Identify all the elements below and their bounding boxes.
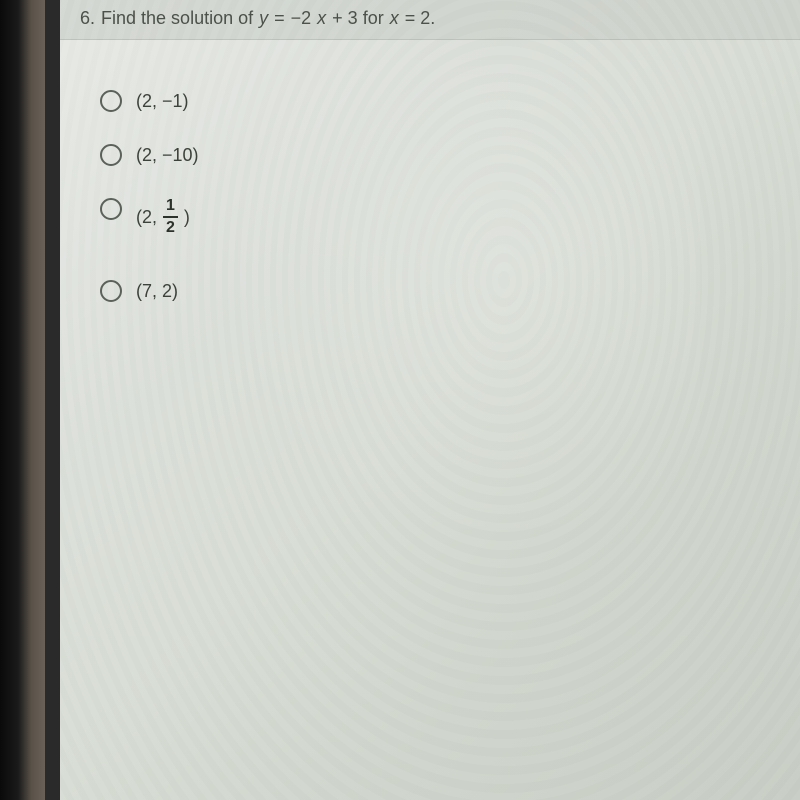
option-c-open: (2, [136, 207, 157, 228]
option-c-close: ) [184, 207, 190, 228]
question-prefix: Find the solution of [101, 8, 253, 29]
expr-part: −2 [291, 8, 312, 29]
option-d[interactable]: (7, 2) [100, 280, 780, 302]
expr-tail: + 3 for [332, 8, 384, 29]
radio-icon[interactable] [100, 280, 122, 302]
fraction-numerator: 1 [163, 198, 178, 216]
variable-x: x [317, 8, 326, 29]
quiz-screen: 6. Find the solution of y = −2x + 3 for … [60, 0, 800, 800]
monitor-bezel [0, 0, 45, 800]
question-bar: 6. Find the solution of y = −2x + 3 for … [60, 0, 800, 40]
question-number: 6. [80, 8, 95, 29]
option-b-label: (2, −10) [136, 145, 199, 166]
fraction-denominator: 2 [163, 216, 178, 236]
x-value: = 2. [405, 8, 436, 29]
variable-x-2: x [390, 8, 399, 29]
option-b[interactable]: (2, −10) [100, 144, 780, 166]
option-c-label: (2, 1 2 ) [136, 198, 190, 236]
option-a[interactable]: (2, −1) [100, 90, 780, 112]
option-d-label: (7, 2) [136, 281, 178, 302]
question-text: 6. Find the solution of y = −2x + 3 for … [80, 8, 780, 29]
equals-sign: = [274, 8, 285, 29]
options-area: (2, −1) (2, −10) (2, 1 2 ) ( [60, 40, 800, 354]
variable-y: y [259, 8, 268, 29]
radio-icon[interactable] [100, 90, 122, 112]
fraction-icon: 1 2 [163, 198, 178, 236]
monitor-frame: 6. Find the solution of y = −2x + 3 for … [0, 0, 800, 800]
option-c[interactable]: (2, 1 2 ) [100, 198, 780, 236]
option-a-label: (2, −1) [136, 91, 189, 112]
radio-icon[interactable] [100, 144, 122, 166]
radio-icon[interactable] [100, 198, 122, 220]
